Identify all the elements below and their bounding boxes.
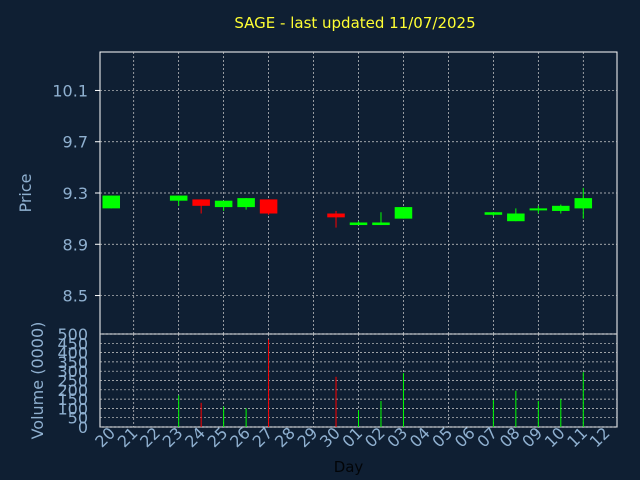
volume-axis-title: Volume (0000) xyxy=(28,322,47,440)
candle-body xyxy=(574,198,593,209)
price-ytick-label: 8.9 xyxy=(63,235,88,254)
candle-body xyxy=(327,213,345,218)
volume-ytick-label: 150 xyxy=(57,390,88,409)
volume-ytick-label: 450 xyxy=(57,334,88,353)
price-axis-title: Price xyxy=(16,173,35,212)
candle-body xyxy=(484,212,503,215)
volume-ytick-label: 200 xyxy=(57,381,88,400)
candle-body xyxy=(237,198,255,208)
volume-ytick-label: 300 xyxy=(57,362,88,381)
candle-body xyxy=(372,222,390,226)
price-ytick-label: 10.1 xyxy=(52,81,88,100)
chart-title: SAGE - last updated 11/07/2025 xyxy=(234,14,476,32)
volume-ytick-label: 400 xyxy=(57,344,88,363)
x-tick-label: 12 xyxy=(586,423,614,451)
candle-body xyxy=(214,200,233,208)
candle-body xyxy=(259,199,278,214)
candle-body xyxy=(552,205,570,211)
candle-body xyxy=(507,213,525,222)
candle-body xyxy=(349,222,368,226)
candle-body xyxy=(102,195,121,209)
price-ytick-label: 9.3 xyxy=(63,184,88,203)
volume-ytick-label: 50 xyxy=(68,409,88,428)
volume-ytick-label: 350 xyxy=(57,353,88,372)
price-ytick-label: 9.7 xyxy=(63,133,88,152)
x-axis-title: Day xyxy=(334,458,364,476)
candle-body xyxy=(169,195,188,201)
volume-ytick-label: 250 xyxy=(57,372,88,391)
price-ytick-label: 8.5 xyxy=(63,287,88,306)
candle-body xyxy=(529,208,548,211)
candle-body xyxy=(192,199,210,206)
volume-ytick-label: 0 xyxy=(78,418,88,437)
volume-ytick-label: 100 xyxy=(57,399,88,418)
volume-ytick-label: 500 xyxy=(57,325,88,344)
candle-body xyxy=(394,207,413,219)
